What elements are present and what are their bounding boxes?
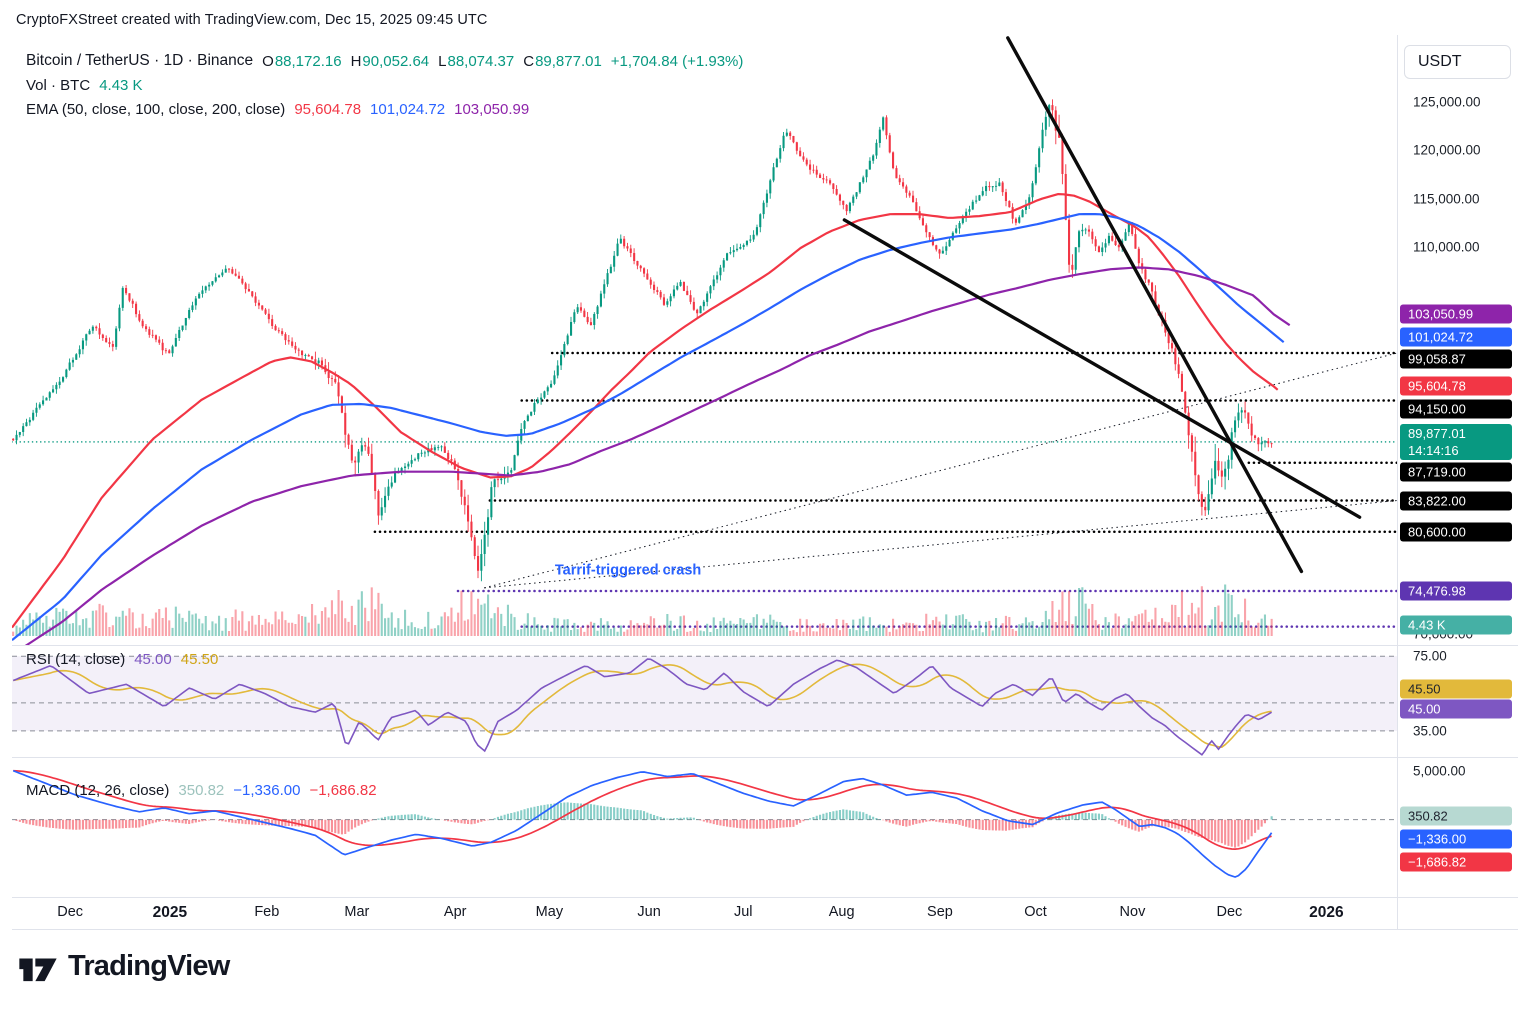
price-level-badge: 101,024.72 bbox=[1400, 327, 1512, 347]
high-label: H bbox=[350, 52, 362, 70]
ohlc-open: O88,172.16 bbox=[262, 53, 341, 70]
volume-label: Vol · BTC bbox=[26, 76, 91, 94]
low-value: 88,074.37 bbox=[447, 52, 515, 70]
rsi-label: RSI (14, close) bbox=[26, 650, 126, 668]
ema-label: EMA (50, close, 100, close, 200, close) bbox=[26, 100, 286, 118]
time-axis[interactable]: Dec 2025 Feb Mar Apr May Jun Jul Aug Sep Oct Nov Dec… bbox=[12, 897, 1397, 930]
rsi-axis-label: 35.00 bbox=[1413, 723, 1447, 739]
price-level-badge: 94,150.00 bbox=[1400, 399, 1512, 419]
ohlc-low: L88,074.37 bbox=[438, 53, 514, 70]
macd-label: MACD (12, 26, close) bbox=[26, 781, 170, 799]
time-axis-label: 2026 bbox=[1309, 904, 1344, 921]
ema100-value: 101,024.72 bbox=[370, 100, 446, 118]
rsi-ma-value: 45.50 bbox=[180, 650, 219, 668]
tradingview-logo-icon bbox=[19, 958, 57, 982]
time-axis-label: Feb bbox=[254, 904, 280, 920]
tradingview-logo[interactable]: TradingView bbox=[18, 950, 230, 983]
price-axis-label: 115,000.00 bbox=[1413, 191, 1480, 207]
chart-frame: Tarrif-triggered crash Bitcoin / TetherU… bbox=[12, 35, 1518, 930]
macd-legend: MACD (12, 26, close) 350.82 −1,336.00 −1… bbox=[26, 778, 377, 802]
volume-row: Vol · BTC 4.43 K bbox=[26, 73, 743, 97]
macd-axis-label: 5,000.00 bbox=[1413, 763, 1466, 779]
ohlc-high: H90,052.64 bbox=[351, 53, 430, 70]
main-legend: Bitcoin / TetherUS · 1D · Binance O88,17… bbox=[26, 49, 743, 121]
change-value: +1,704.84 (+1.93%) bbox=[610, 52, 744, 70]
time-axis-label: Aug bbox=[828, 904, 855, 920]
svg-text:Tarrif-triggered crash: Tarrif-triggered crash bbox=[555, 562, 701, 578]
rsi-axis-label: 75.00 bbox=[1413, 648, 1447, 664]
rsi-value: 45.00 bbox=[134, 650, 172, 668]
time-axis-label: May bbox=[535, 904, 564, 920]
price-level-badge: 95,604.78 bbox=[1400, 376, 1512, 396]
time-axis-label: Jun bbox=[637, 904, 661, 920]
price-level-badge: 74,476.98 bbox=[1400, 581, 1512, 601]
price-axis-panel[interactable]: USDT 125,000.00 120,000.00 115,000.00 110,0… bbox=[1397, 35, 1518, 930]
price-level-badge: 99,058.87 bbox=[1400, 349, 1512, 369]
price-level-badge: 80,600.00 bbox=[1400, 522, 1512, 542]
price-level-badge: 103,050.99 bbox=[1400, 304, 1512, 324]
symbol-row: Bitcoin / TetherUS · 1D · Binance O88,17… bbox=[26, 49, 743, 73]
low-label: L bbox=[438, 52, 447, 70]
volume-badge: 4.43 K bbox=[1400, 615, 1512, 635]
time-axis-label: Sep bbox=[927, 904, 953, 920]
macd-value: −1,336.00 bbox=[233, 781, 301, 799]
currency-button[interactable]: USDT bbox=[1404, 45, 1511, 79]
rsi-badge: 45.00 bbox=[1400, 699, 1512, 719]
ema-row: EMA (50, close, 100, close, 200, close) … bbox=[26, 97, 743, 121]
ema200-value: 103,050.99 bbox=[454, 100, 530, 118]
macd-badge: 350.82 bbox=[1400, 806, 1512, 826]
macd-badge: −1,686.82 bbox=[1400, 852, 1512, 872]
rsi-badge: 45.50 bbox=[1400, 679, 1512, 699]
macd-signal-value: −1,686.82 bbox=[309, 781, 377, 799]
price-axis-label: 110,000.00 bbox=[1413, 239, 1480, 255]
high-value: 90,052.64 bbox=[362, 52, 430, 70]
close-value: 89,877.01 bbox=[535, 52, 602, 70]
macd-badge: −1,336.00 bbox=[1400, 829, 1512, 849]
volume-value: 4.43 K bbox=[99, 76, 143, 94]
price-level-badge: 83,822.00 bbox=[1400, 491, 1512, 511]
price-level-badge: 87,719.00 bbox=[1400, 462, 1512, 482]
price-axis-label: 125,000.00 bbox=[1413, 94, 1481, 110]
close-label: C bbox=[523, 52, 535, 70]
open-value: 88,172.16 bbox=[274, 52, 342, 70]
rsi-legend: RSI (14, close) 45.00 45.50 bbox=[26, 647, 218, 671]
chart-canvas[interactable]: Tarrif-triggered crash bbox=[12, 35, 1518, 930]
symbol-title: Bitcoin / TetherUS · 1D · Binance bbox=[26, 52, 254, 69]
time-axis-label: Dec bbox=[1216, 904, 1243, 920]
ema50-value: 95,604.78 bbox=[294, 100, 362, 118]
time-axis-label: Oct bbox=[1024, 904, 1047, 920]
current-price-badge: 89,877.01 14:14:16 bbox=[1400, 423, 1512, 460]
macd-hist-value: 350.82 bbox=[178, 781, 225, 799]
attribution-text: CryptoFXStreet created with TradingView.… bbox=[16, 12, 488, 28]
time-axis-label: Dec bbox=[57, 904, 84, 920]
time-axis-label: 2025 bbox=[152, 904, 188, 921]
tradingview-logo-text: TradingView bbox=[68, 950, 230, 982]
time-axis-label: Apr bbox=[443, 904, 467, 920]
price-axis-label: 120,000.00 bbox=[1413, 142, 1481, 158]
time-axis-label: Jul bbox=[733, 904, 753, 920]
open-label: O bbox=[262, 52, 274, 70]
time-axis-label: Mar bbox=[344, 904, 370, 920]
ohlc-close: C89,877.01 bbox=[523, 53, 602, 70]
time-axis-label: Nov bbox=[1119, 904, 1146, 920]
